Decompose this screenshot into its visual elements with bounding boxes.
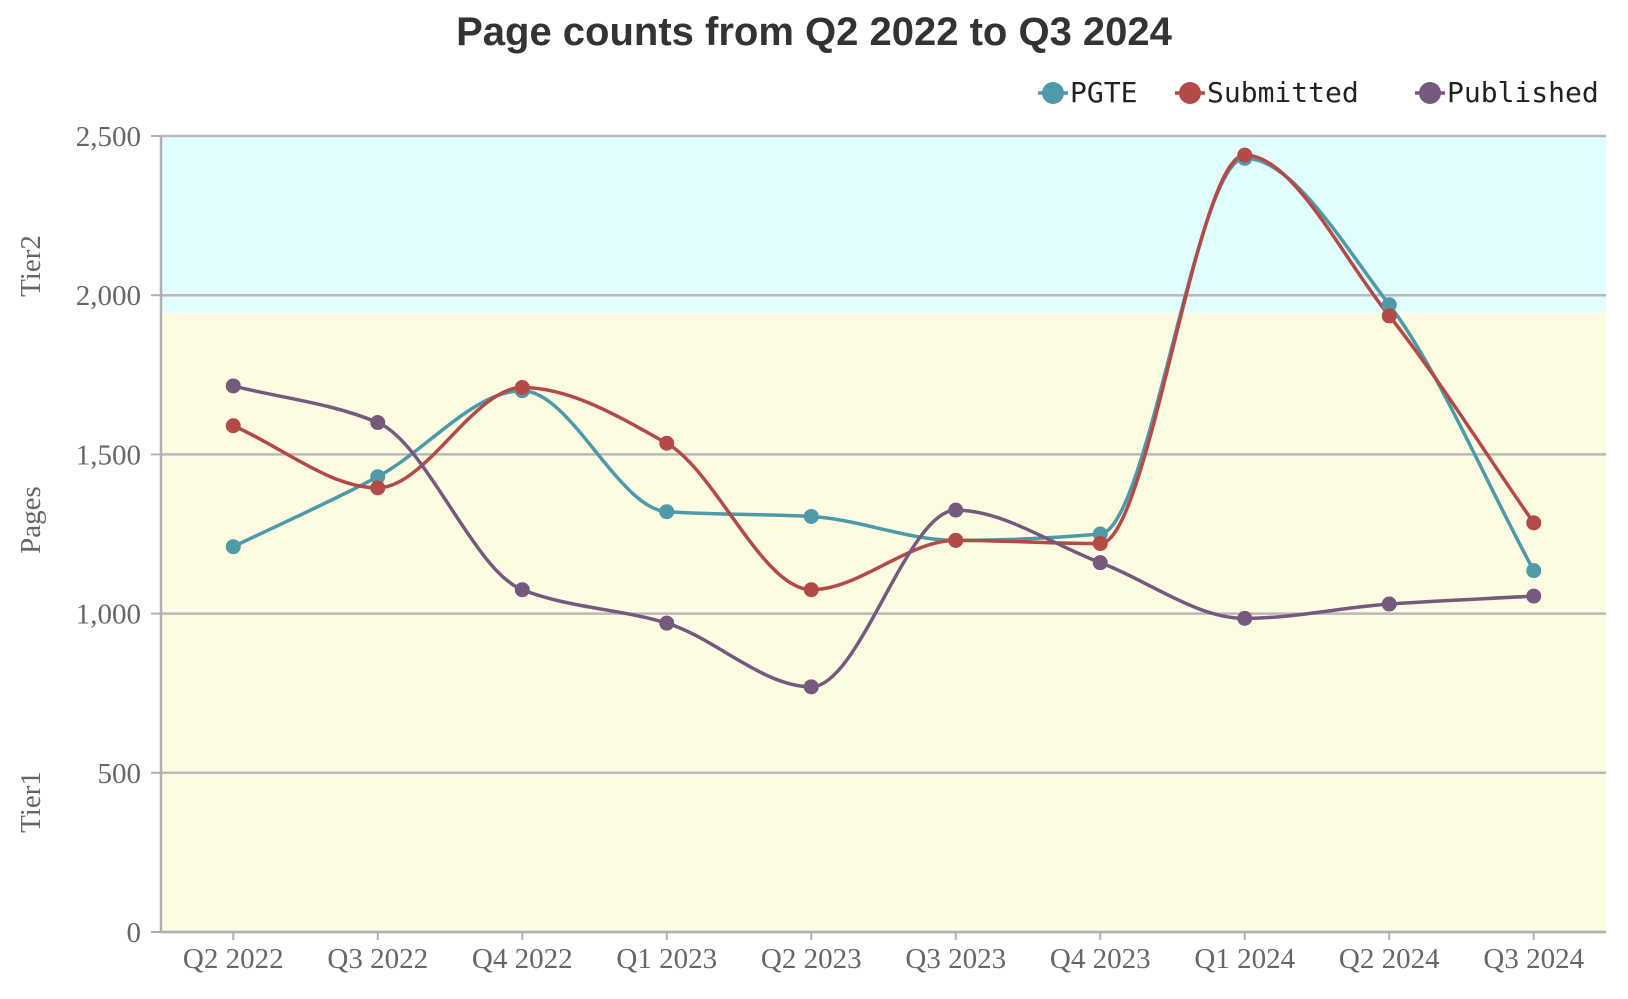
legend-item-pgte: PGTE	[1038, 76, 1137, 109]
point-pgte-0	[225, 539, 241, 555]
axes: 0 500 1,000 1,500 2,000 2,500 Q2 2022 Q3 2022 Q4…	[76, 121, 1606, 975]
point-published-7	[1237, 610, 1253, 626]
band-tier1	[161, 312, 1606, 932]
point-submitted-4	[803, 582, 819, 598]
point-pgte-9	[1526, 563, 1542, 579]
point-submitted-6	[1092, 536, 1108, 552]
x-tick-label: Q1 2024	[1194, 943, 1295, 975]
legend-label-submitted: Submitted	[1207, 76, 1359, 109]
legend-marker-pgte	[1042, 82, 1064, 104]
point-submitted-1	[370, 480, 386, 496]
y-tick-label: 1,500	[76, 439, 141, 471]
plot-bands: Tier1 Tier2	[15, 136, 1606, 932]
point-submitted-3	[659, 435, 675, 451]
point-published-6	[1092, 555, 1108, 571]
point-submitted-7	[1237, 147, 1253, 163]
x-tick-label: Q2 2024	[1339, 943, 1440, 975]
point-published-8	[1381, 596, 1397, 612]
legend-label-pgte: PGTE	[1070, 76, 1137, 109]
series-line-submitted	[231, 153, 1536, 592]
point-published-1	[370, 415, 386, 431]
point-pgte-8	[1381, 297, 1397, 313]
legend-marker-submitted	[1179, 82, 1201, 104]
point-pgte-4	[803, 508, 819, 524]
point-published-3	[659, 615, 675, 631]
x-tick-label: Q1 2023	[616, 943, 717, 975]
point-pgte-1	[370, 469, 386, 485]
chart-title: Page counts from Q2 2022 to Q3 2024	[456, 10, 1173, 54]
point-published-4	[803, 679, 819, 695]
x-tick-label: Q4 2022	[472, 943, 573, 975]
point-published-9	[1526, 588, 1542, 604]
band-label-tier1: Tier1	[15, 771, 47, 833]
x-tick-label: Q3 2024	[1483, 943, 1584, 975]
x-tick-label: Q4 2023	[1050, 943, 1151, 975]
x-tick-label: Q3 2022	[327, 943, 428, 975]
point-published-5	[948, 502, 964, 518]
legend-item-published: Published	[1415, 76, 1599, 109]
point-submitted-5	[948, 532, 964, 548]
y-axis-title: Pages	[15, 486, 47, 554]
x-tick-label: Q2 2023	[761, 943, 862, 975]
data-points	[225, 147, 1542, 695]
y-tick-label: 1,000	[76, 599, 141, 631]
legend-marker-published	[1419, 82, 1441, 104]
y-tick-label: 0	[127, 917, 142, 949]
point-submitted-9	[1526, 515, 1542, 531]
x-tick-label: Q3 2023	[905, 943, 1006, 975]
legend-item-submitted: Submitted	[1175, 76, 1359, 109]
point-submitted-0	[225, 418, 241, 434]
y-tick-label: 2,000	[76, 280, 141, 312]
y-tick-label: 2,500	[76, 121, 141, 153]
x-tick-label: Q2 2022	[183, 943, 284, 975]
point-pgte-3	[659, 504, 675, 520]
point-submitted-2	[514, 380, 530, 396]
point-submitted-8	[1381, 308, 1397, 324]
series-line-published	[231, 384, 1536, 689]
point-published-2	[514, 582, 530, 598]
legend-label-published: Published	[1447, 76, 1599, 109]
legend: PGTE Submitted Published	[1038, 76, 1599, 109]
band-tier2	[161, 136, 1606, 313]
point-published-0	[225, 378, 241, 394]
band-label-tier2: Tier2	[15, 235, 47, 297]
y-tick-label: 500	[98, 758, 142, 790]
